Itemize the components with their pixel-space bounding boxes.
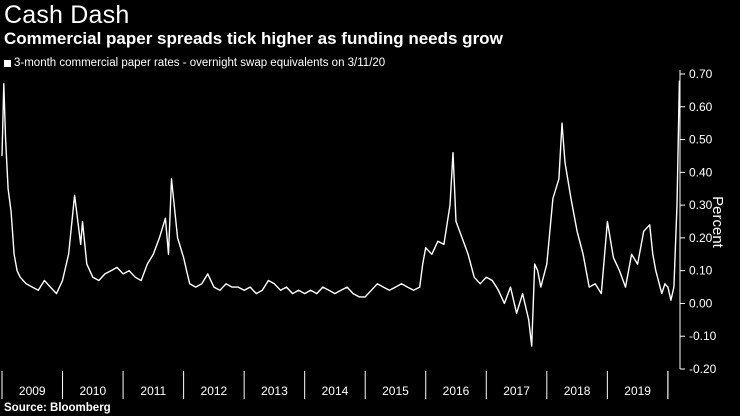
x-tick-label: 2009: [19, 384, 46, 398]
x-tick-label: 2013: [261, 384, 288, 398]
x-tick-label: 2019: [624, 384, 651, 398]
legend-swatch: [4, 59, 11, 67]
x-tick-label: 2018: [564, 384, 591, 398]
y-tick-label: 0.00: [689, 296, 713, 310]
chart-subtitle: Commercial paper spreads tick higher as …: [4, 29, 503, 48]
y-tick-label: 0.50: [689, 133, 713, 147]
x-tick-label: 2017: [503, 384, 530, 398]
x-tick-label: 2014: [322, 384, 349, 398]
x-tick-label: 2015: [382, 384, 409, 398]
chart-legend: 3-month commercial paper rates - overnig…: [4, 57, 385, 69]
legend-label: 3-month commercial paper rates - overnig…: [14, 57, 386, 69]
y-tick-label: 0.70: [689, 67, 713, 81]
y-tick-label: 0.30: [689, 198, 713, 212]
y-tick-label: -0.10: [689, 329, 717, 343]
y-tick-label: -0.20: [689, 362, 717, 376]
series-line: [1, 80, 681, 347]
y-tick-label: 0.20: [689, 231, 713, 245]
x-tick-label: 2012: [201, 384, 228, 398]
y-axis-label: Percent: [709, 196, 726, 249]
y-tick-label: 0.40: [689, 165, 713, 179]
y-tick-label: 0.10: [689, 264, 713, 278]
x-tick-label: 2011: [140, 384, 166, 398]
x-tick-label: 2016: [443, 384, 470, 398]
x-tick-label: 2010: [79, 384, 106, 398]
source-note: Source: Bloomberg: [4, 402, 111, 414]
chart-title: Cash Dash: [4, 1, 130, 29]
y-tick-label: 0.60: [689, 100, 713, 114]
